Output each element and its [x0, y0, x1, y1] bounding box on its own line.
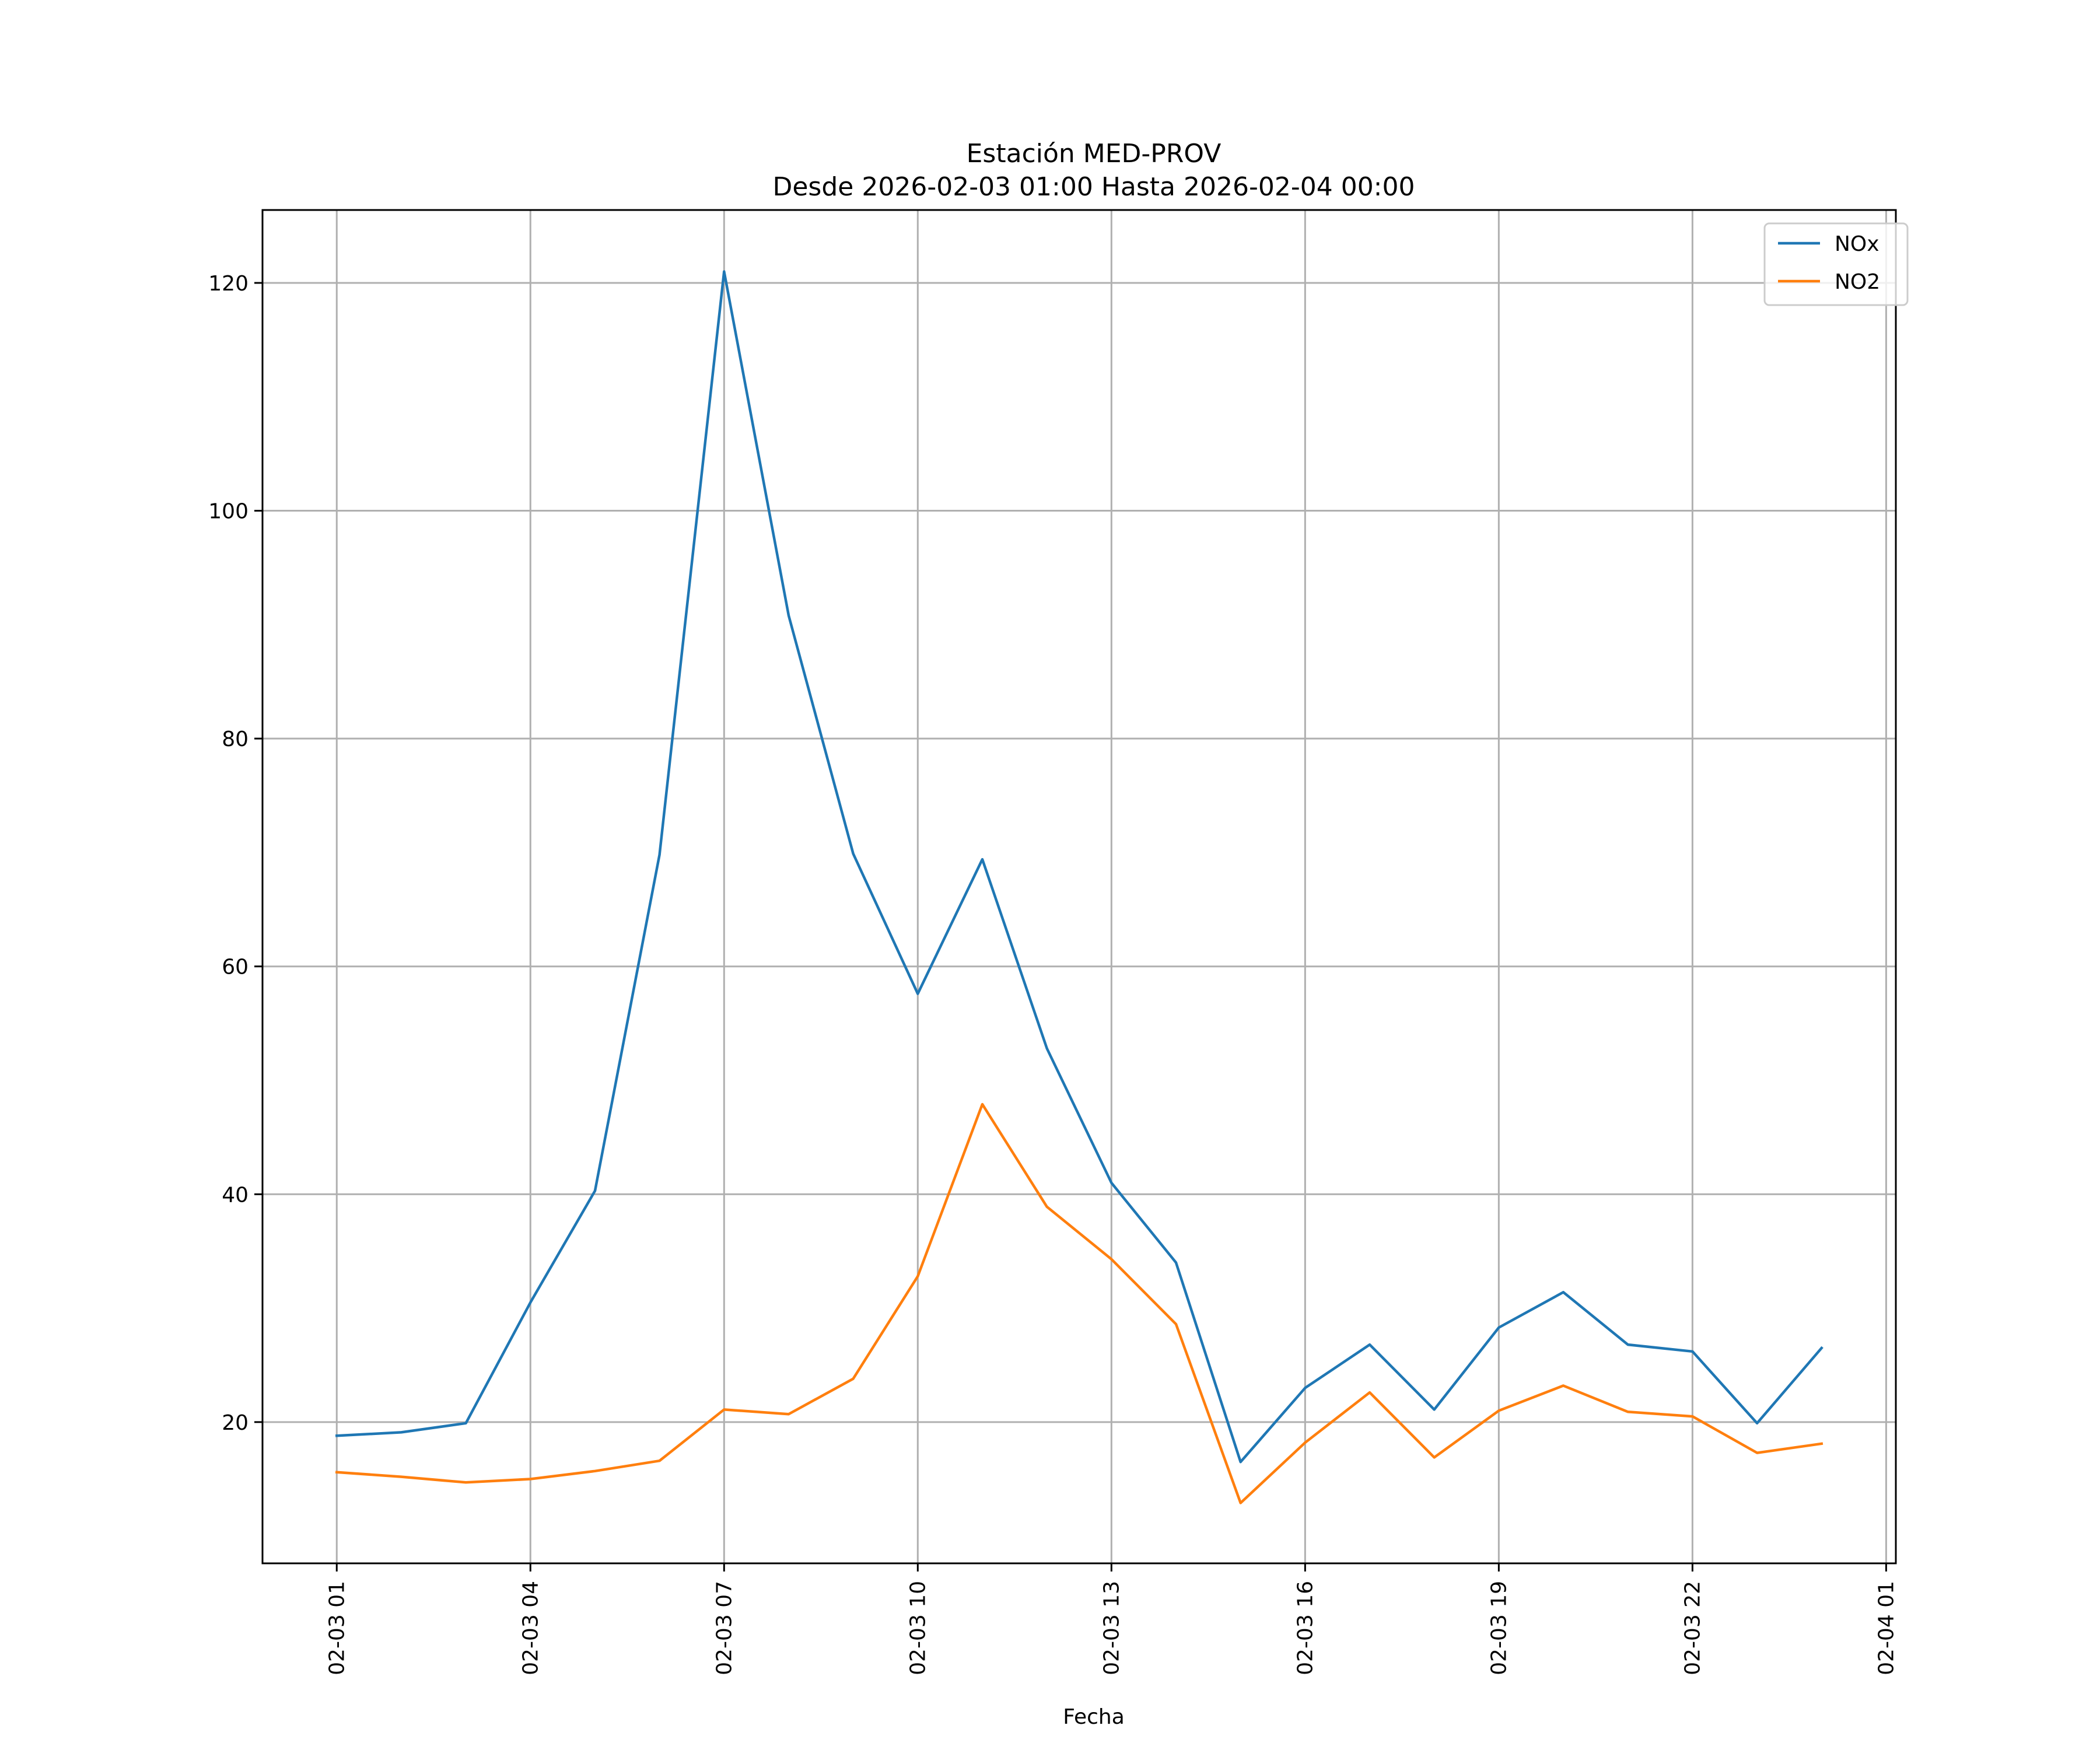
x-tick-label: 02-03 01: [325, 1581, 349, 1675]
series-lines: [335, 270, 1824, 1504]
legend-label-no2: NO2: [1835, 270, 1880, 294]
plot-frame: [261, 209, 1897, 1564]
y-axis-ticks: 20 40 60 80 100 120: [208, 272, 262, 1435]
x-axis-label: Fecha: [1063, 1705, 1125, 1729]
x-tick-label: 02-03 07: [712, 1581, 736, 1675]
x-tick-label: 02-03 10: [906, 1581, 930, 1675]
x-tick-label: 02-03 04: [519, 1581, 542, 1675]
chart-subtitle: Desde 2026-02-03 01:00 Hasta 2026-02-04 …: [772, 172, 1415, 202]
y-tick-label: 60: [222, 956, 249, 979]
legend-label-nox: NOx: [1835, 232, 1880, 256]
y-tick-label: 20: [222, 1411, 249, 1435]
x-tick-label: 02-03 16: [1293, 1581, 1317, 1675]
legend: NOx NO2: [1763, 222, 1909, 306]
grid: [262, 210, 1896, 1563]
chart-title: Estación MED-PROV: [967, 139, 1222, 169]
x-axis-ticks: 02-03 01 02-03 04 02-03 07 02-03 10 02-03 13…: [325, 1563, 1898, 1675]
x-tick-label: 02-03 13: [1100, 1581, 1124, 1675]
y-tick-label: 100: [208, 500, 249, 524]
y-tick-label: 120: [208, 272, 249, 296]
series-line-no2: [335, 1102, 1824, 1504]
x-tick-label: 02-03 22: [1681, 1581, 1704, 1675]
series-line-nox: [335, 270, 1824, 1464]
y-tick-label: 80: [222, 727, 249, 751]
x-tick-label: 02-04 01: [1874, 1581, 1898, 1675]
y-tick-label: 40: [222, 1183, 249, 1207]
x-tick-label: 02-03 19: [1487, 1581, 1511, 1675]
